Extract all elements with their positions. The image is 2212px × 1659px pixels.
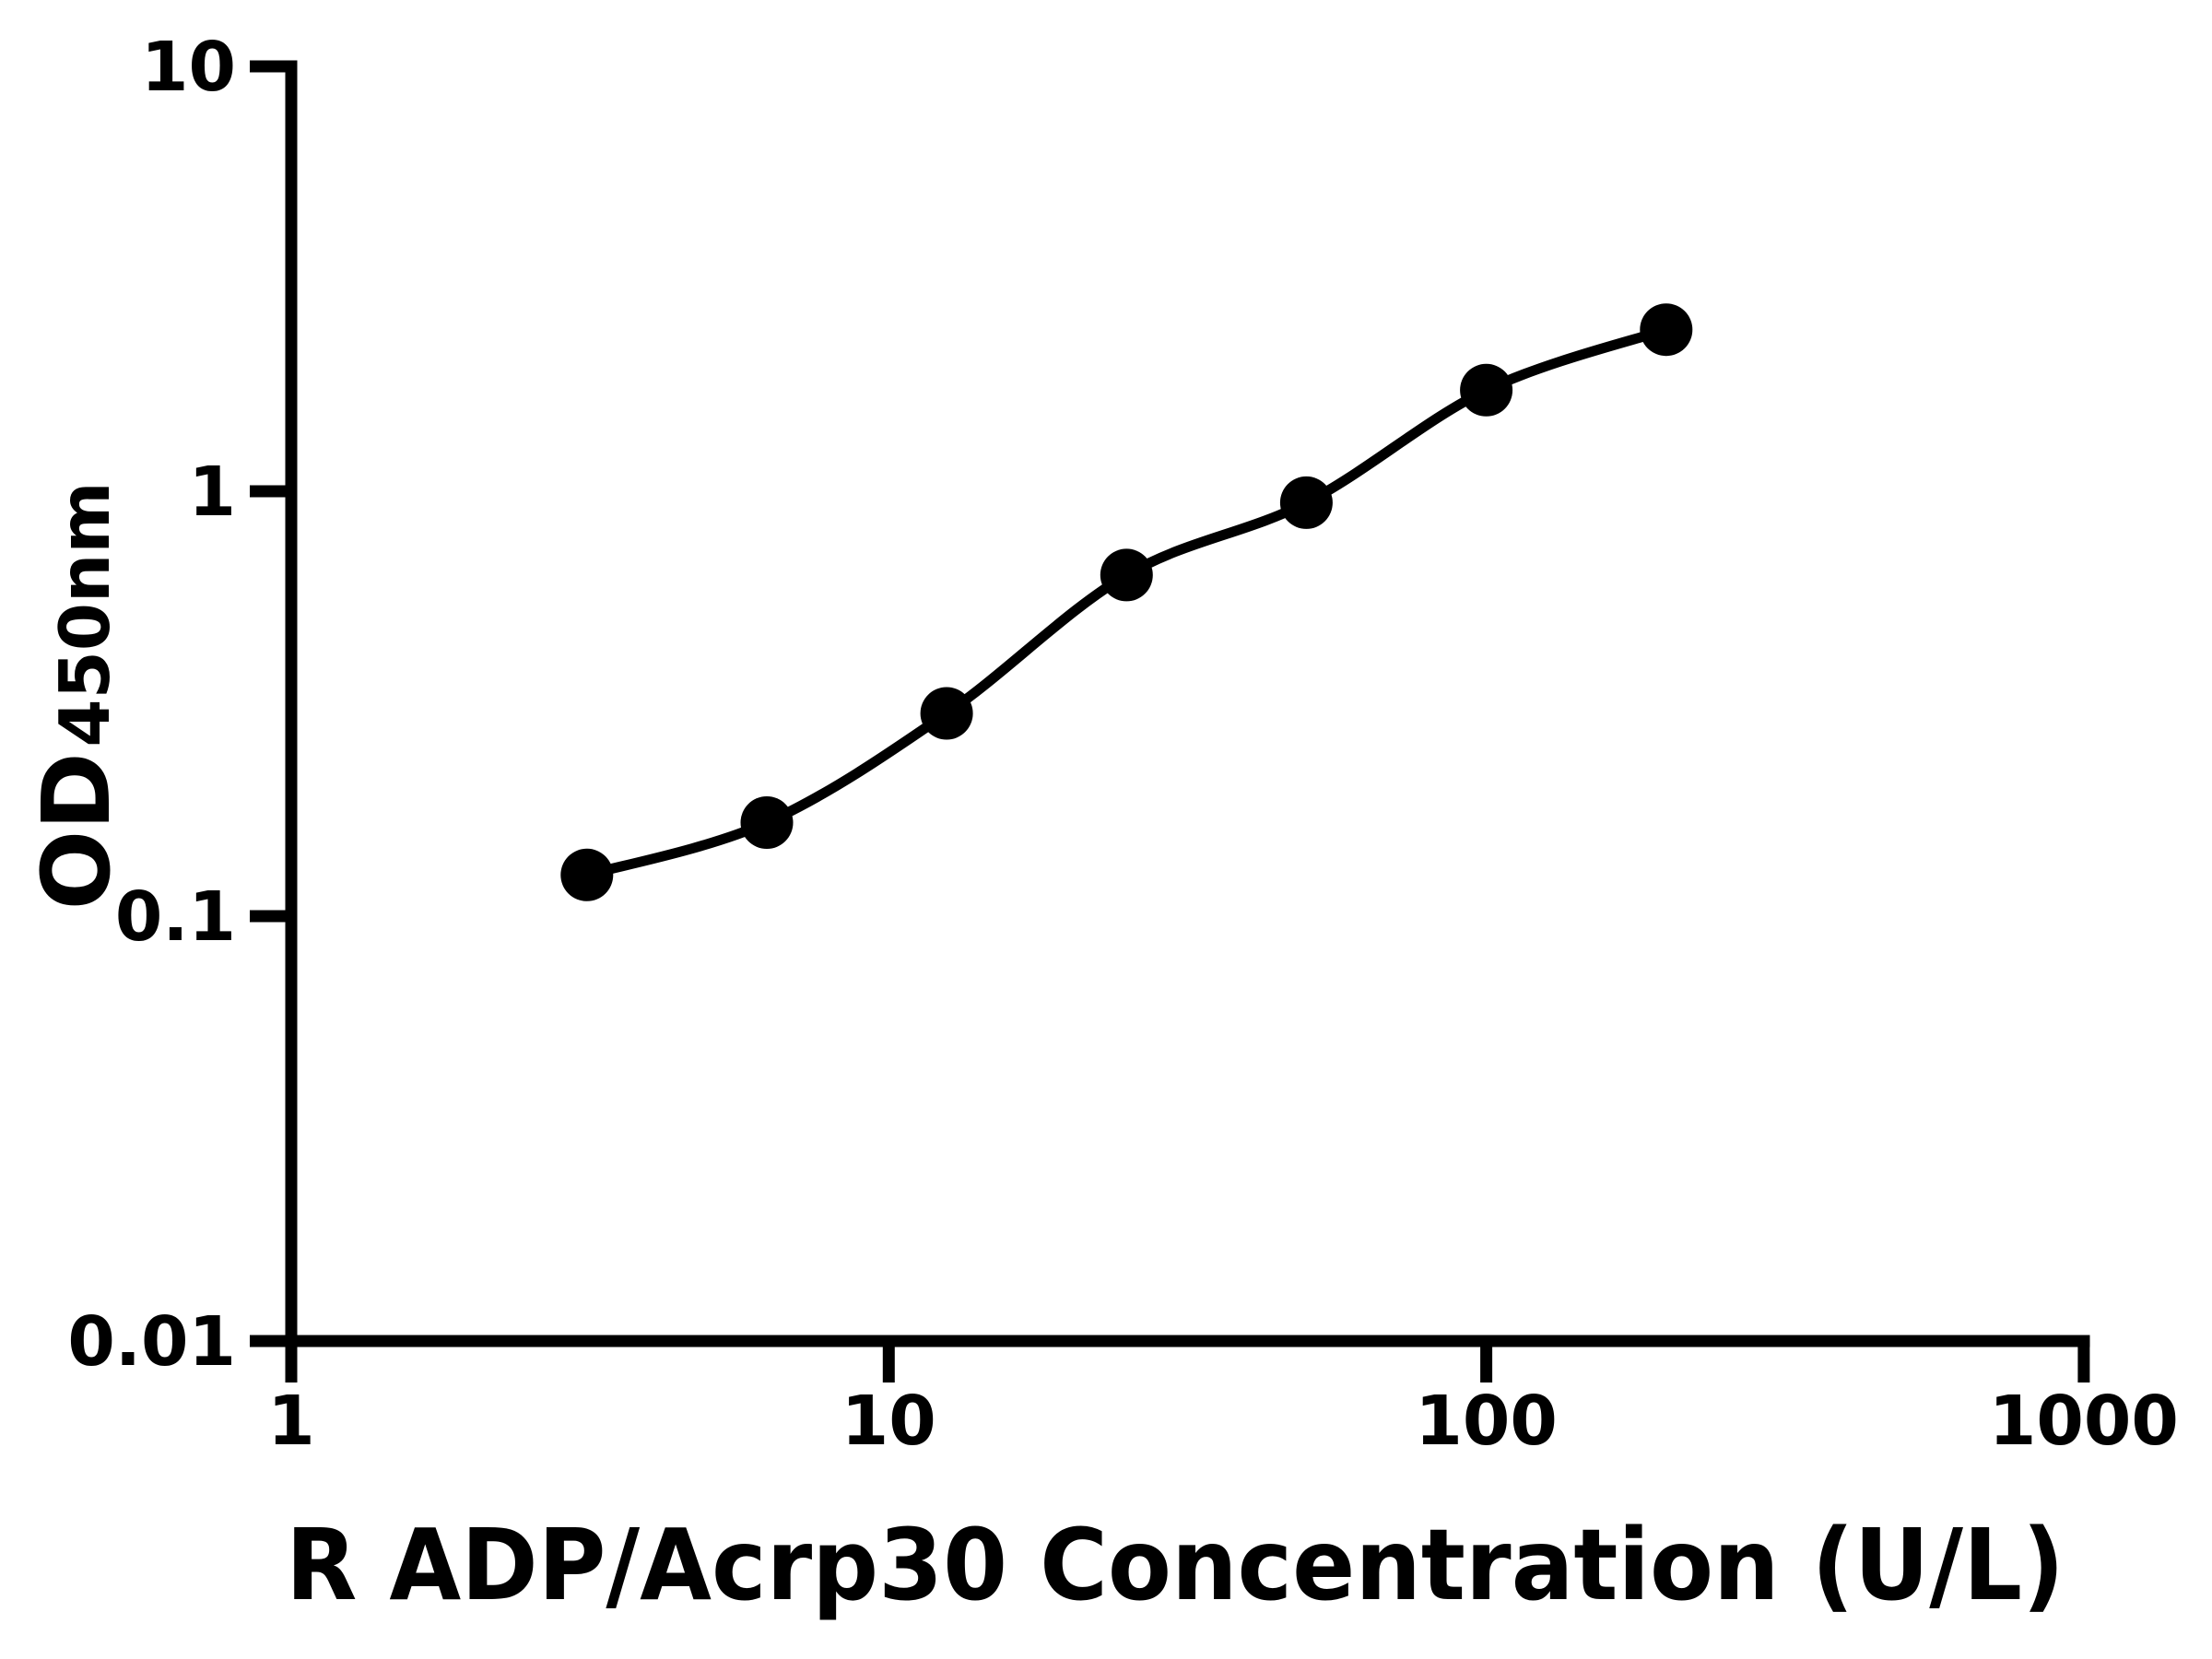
data-point [740,796,794,849]
y-axis-title: OD 450nm [22,481,132,910]
y-axis-tick-labels: 10 1 0.1 0.01 [67,28,236,1382]
data-point [560,848,614,901]
data-point [1279,476,1333,529]
y-axis-title-sub: 450nm [44,481,125,747]
axes: 10 1 0.1 0.01 1 10 100 1000 [67,28,2178,1461]
data-points [560,303,1693,901]
x-tick-label: 10 [841,1382,936,1461]
y-axis-title-main: OD [22,752,132,910]
fit-curve-line [585,324,1668,880]
y-axis-ticks [250,60,291,1347]
data-point [1100,548,1153,602]
x-axis-title: R ADP/Acrp30 Concentration (U/L) [286,1509,2065,1623]
x-tick-label: 100 [1415,1382,1557,1461]
y-tick-label: 10 [141,28,236,107]
y-tick-label: 0.01 [67,1302,236,1382]
y-tick-label: 1 [189,453,237,532]
x-tick-label: 1 [267,1382,315,1461]
y-tick-label: 0.1 [115,877,236,957]
data-point [1460,363,1513,417]
data-point [1640,303,1693,357]
x-axis-ticks [285,1341,2090,1382]
x-tick-label: 1000 [1989,1382,2179,1461]
data-point [920,687,973,740]
x-axis-tick-labels: 1 10 100 1000 [267,1382,2179,1461]
